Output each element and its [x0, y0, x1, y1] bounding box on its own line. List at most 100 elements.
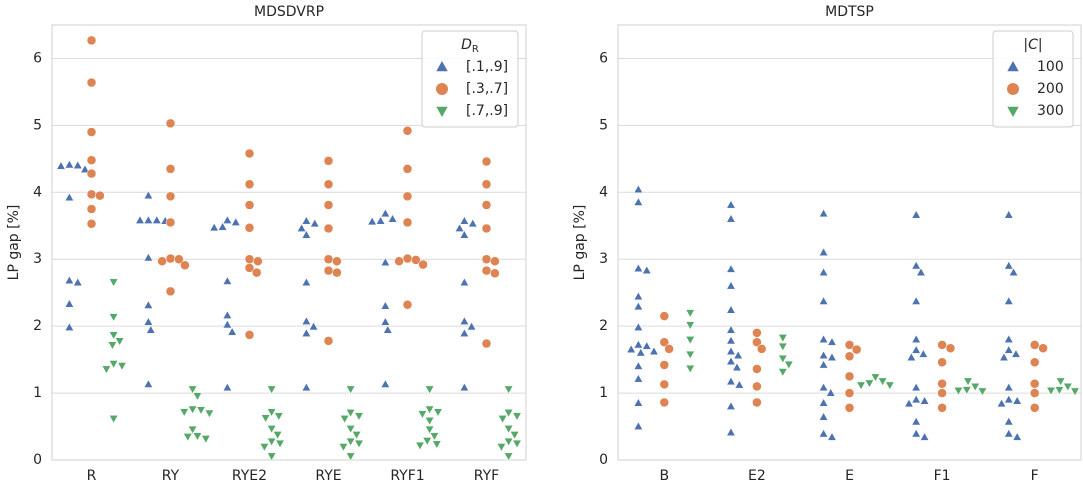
data-point — [323, 254, 334, 264]
data-point — [192, 432, 203, 441]
data-point — [332, 267, 342, 278]
data-point — [380, 208, 391, 218]
y-axis-label: LP gap [%] — [6, 205, 22, 281]
data-point — [301, 316, 312, 325]
data-point — [417, 410, 428, 419]
data-point — [633, 322, 644, 331]
data-point — [1011, 349, 1021, 358]
data-point — [64, 275, 75, 285]
data-point — [222, 276, 233, 285]
data-point — [380, 301, 391, 310]
legend-marker — [436, 83, 448, 95]
data-point — [380, 257, 391, 266]
data-point — [101, 365, 112, 374]
data-point — [253, 256, 263, 266]
legend-title-text: D — [461, 37, 472, 53]
data-point — [402, 217, 413, 228]
data-point — [844, 351, 855, 362]
data-point — [433, 408, 443, 417]
data-point — [86, 155, 97, 165]
y-tick-label: 1 — [599, 385, 608, 401]
data-point — [209, 222, 219, 232]
data-point — [481, 223, 492, 234]
data-point — [818, 247, 829, 256]
data-point — [752, 381, 762, 392]
data-point — [301, 382, 312, 392]
data-point — [844, 371, 855, 382]
legend-label: [.7,.9] — [466, 103, 508, 119]
data-point — [906, 352, 917, 362]
data-point — [633, 361, 644, 370]
y-tick-label: 2 — [599, 318, 608, 334]
data-point — [945, 343, 956, 353]
data-point — [244, 263, 255, 273]
data-point — [459, 230, 470, 239]
data-point — [726, 264, 736, 273]
data-point — [1029, 378, 1040, 389]
data-point — [259, 443, 270, 452]
data-point — [244, 200, 255, 210]
data-point — [818, 398, 829, 407]
data-point — [844, 388, 855, 398]
x-tick-label: RY — [162, 468, 180, 484]
data-point — [649, 346, 659, 355]
data-point — [826, 388, 836, 397]
data-point — [481, 200, 492, 210]
data-point — [1008, 267, 1019, 277]
data-point — [1004, 394, 1014, 404]
legend-label: [.1,.9] — [466, 59, 508, 75]
data-point — [732, 362, 742, 372]
y-tick-label: 3 — [33, 251, 42, 267]
data-point — [64, 299, 75, 308]
y-tick-label: 5 — [599, 117, 608, 133]
data-point — [904, 398, 914, 408]
data-point — [367, 216, 377, 226]
x-tick-label: B — [659, 468, 669, 484]
y-tick-label: 0 — [33, 452, 42, 468]
data-point — [911, 345, 921, 354]
data-point — [227, 327, 237, 336]
data-point — [726, 376, 736, 386]
data-point — [1038, 343, 1048, 353]
data-point — [818, 267, 829, 277]
data-point — [481, 254, 492, 264]
data-point — [143, 300, 154, 309]
data-point — [726, 200, 736, 209]
data-point — [345, 385, 356, 395]
data-point — [275, 439, 285, 449]
data-point — [818, 350, 829, 359]
data-point — [726, 346, 736, 355]
data-point — [1004, 260, 1014, 270]
data-point — [266, 437, 277, 447]
data-point — [73, 277, 83, 287]
data-point — [1012, 396, 1022, 405]
data-point — [937, 388, 947, 398]
data-point — [752, 337, 762, 347]
data-point — [108, 278, 119, 287]
data-point — [919, 396, 930, 405]
data-point — [752, 328, 762, 338]
data-point — [143, 317, 154, 326]
data-point — [73, 160, 83, 169]
data-point — [1063, 382, 1073, 392]
data-point — [429, 432, 440, 441]
data-point — [512, 439, 522, 449]
data-point — [490, 256, 500, 266]
data-point — [1029, 340, 1040, 350]
y-tick-label: 6 — [599, 50, 608, 66]
legend-label: 300 — [1037, 103, 1064, 119]
data-point — [394, 256, 404, 266]
data-point — [108, 415, 119, 424]
data-point — [108, 360, 119, 369]
data-point — [323, 336, 334, 346]
data-point — [937, 403, 947, 413]
data-point — [187, 385, 198, 395]
data-point — [244, 148, 255, 159]
data-point — [916, 267, 926, 277]
data-point — [911, 382, 921, 392]
data-point — [633, 291, 644, 301]
data-point — [95, 190, 105, 201]
x-tick-label: E — [845, 468, 854, 484]
data-point — [323, 265, 334, 276]
data-point — [937, 378, 947, 389]
